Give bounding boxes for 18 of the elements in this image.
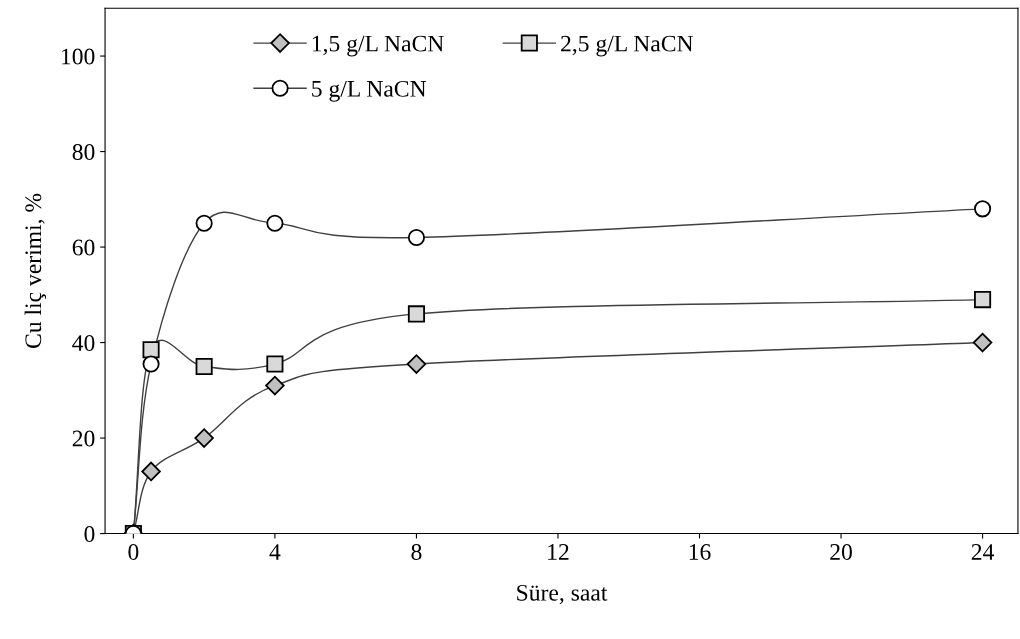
legend-label: 5 g/L NaCN [312,80,427,102]
x-tick-label: 24 [971,544,995,560]
y-tick-label: 60 [72,239,95,256]
x-tick-label: 8 [411,543,422,560]
y-tick-label: 100 [62,48,95,65]
x-axis-title: Süre, saat [517,584,608,605]
y-tick-label: 0 [84,526,95,542]
legend-label: 1,5 g/L NaCN [312,35,444,57]
y-tick-label: 20 [72,430,95,447]
legend-label: 2,5 g/L NaCN [561,35,694,57]
x-tick-label: 12 [548,544,569,560]
y-tick-label: 80 [72,144,95,160]
x-tick-label: 20 [830,543,852,560]
x-tick-label: 0 [128,543,139,560]
x-tick-label: 16 [689,544,711,560]
x-tick-label: 4 [269,544,281,560]
y-tick-label: 40 [72,335,95,351]
y-axis-title: Cu liç verimi, % [24,193,47,348]
